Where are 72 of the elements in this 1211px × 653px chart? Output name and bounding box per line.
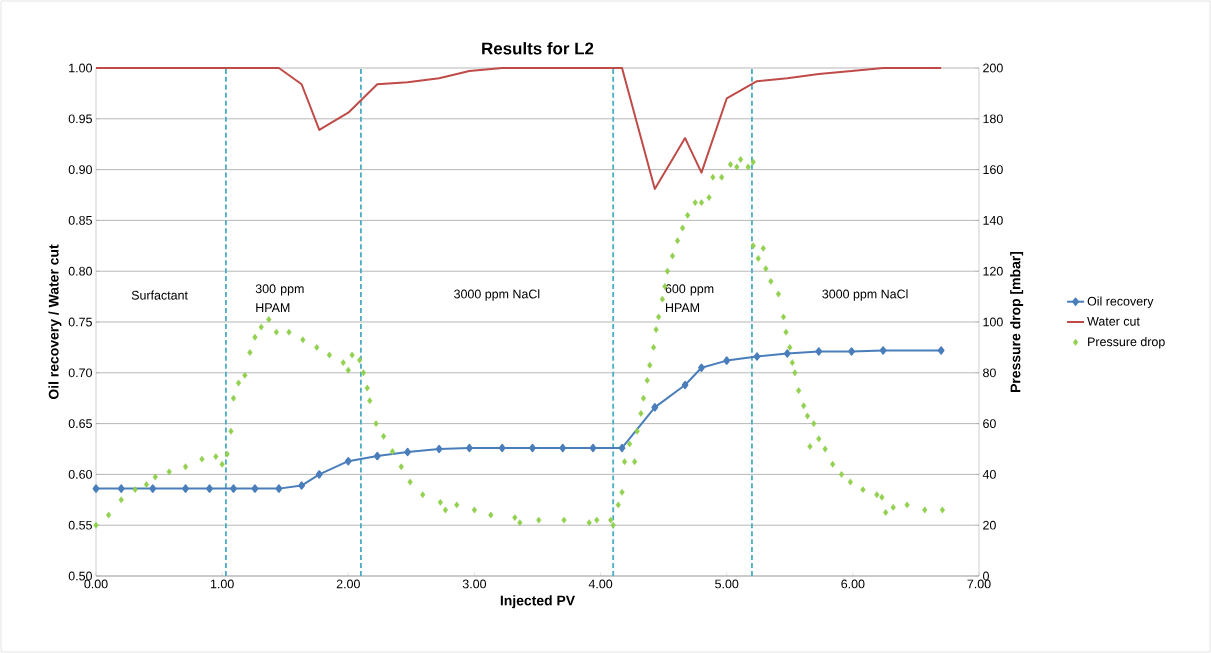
y-tick-label: 0.75 (68, 317, 92, 327)
y-tick-label: 0.65 (68, 419, 92, 429)
y-axis-title: Oil recovery / Water cut (48, 244, 62, 400)
point (230, 484, 237, 493)
x-tick-label: 2.00 (336, 579, 360, 589)
y2-tick-label: 200 (983, 63, 1003, 73)
point (753, 352, 761, 361)
point (344, 456, 352, 466)
point (651, 403, 659, 412)
y-tick-label: 0.70 (68, 368, 92, 378)
y2-axis-title: Pressure drop [mbar] (1010, 251, 1024, 392)
point (206, 484, 213, 493)
y2-tick-label: 120 (983, 266, 1003, 276)
y2-tick-label: 80 (983, 368, 996, 378)
point (404, 447, 411, 457)
legend-label: Pressure drop (1088, 337, 1165, 349)
point (589, 443, 597, 453)
legend-label: Oil recovery (1087, 296, 1154, 309)
point (251, 484, 259, 493)
y-tick-label: 0.55 (68, 520, 92, 530)
point (618, 443, 626, 453)
x-tick-label: 4.00 (588, 579, 613, 589)
x-tick-label: 0.00 (84, 579, 108, 589)
y2-tick-label: 40 (982, 470, 996, 479)
point (315, 470, 323, 479)
annotation: Surfactant (131, 290, 188, 300)
x-axis-title: Injected PV (500, 595, 575, 609)
point (149, 484, 157, 493)
point (498, 443, 506, 453)
point (723, 356, 731, 365)
point (937, 346, 945, 355)
annotation: 600 ppm HPAM (665, 284, 714, 312)
annotation: 3000 ppm NaCl (454, 289, 540, 301)
point (435, 444, 443, 454)
point (117, 484, 125, 493)
annotation: 3000 ppm NaCl (822, 289, 908, 301)
point (92, 484, 100, 493)
y2-tick-label: 100 (983, 317, 1003, 327)
y2-tick-label: 180 (983, 114, 1003, 124)
y2-tick-label: 60 (983, 419, 996, 429)
y-tick-label: 0.80 (68, 266, 92, 276)
y2-tick-label: 20 (983, 520, 996, 530)
y-tick-label: 0.95 (68, 114, 92, 124)
point (529, 443, 536, 453)
y2-tick-label: 140 (983, 216, 1003, 225)
point (879, 346, 887, 355)
y2-tick-label: 0 (983, 571, 989, 581)
y-tick-label: 0.50 (68, 571, 92, 581)
x-tick-label: 5.00 (715, 579, 739, 589)
annotation: 300 ppm HPAM (255, 284, 304, 312)
point (275, 484, 283, 493)
point (373, 451, 381, 461)
point (783, 349, 791, 358)
point (298, 481, 306, 490)
point (182, 484, 189, 493)
point (815, 347, 823, 356)
y-tick-label: 0.90 (68, 165, 92, 175)
y-tick-label: 0.60 (68, 470, 92, 479)
chart-title: Results for L2 (482, 42, 594, 55)
y-tick-label: 1.00 (69, 63, 92, 73)
point (465, 443, 473, 453)
point (559, 443, 567, 453)
x-tick-label: 1.00 (210, 579, 234, 589)
x-tick-label: 7.00 (967, 579, 991, 589)
point (848, 347, 855, 356)
x-tick-label: 6.00 (841, 579, 865, 589)
y-tick-label: 0.85 (68, 216, 92, 225)
x-tick-label: 3.00 (462, 579, 487, 589)
legend-label: Water cut (1087, 316, 1140, 326)
y2-tick-label: 160 (983, 165, 1003, 175)
point (698, 363, 705, 372)
point (681, 380, 689, 390)
